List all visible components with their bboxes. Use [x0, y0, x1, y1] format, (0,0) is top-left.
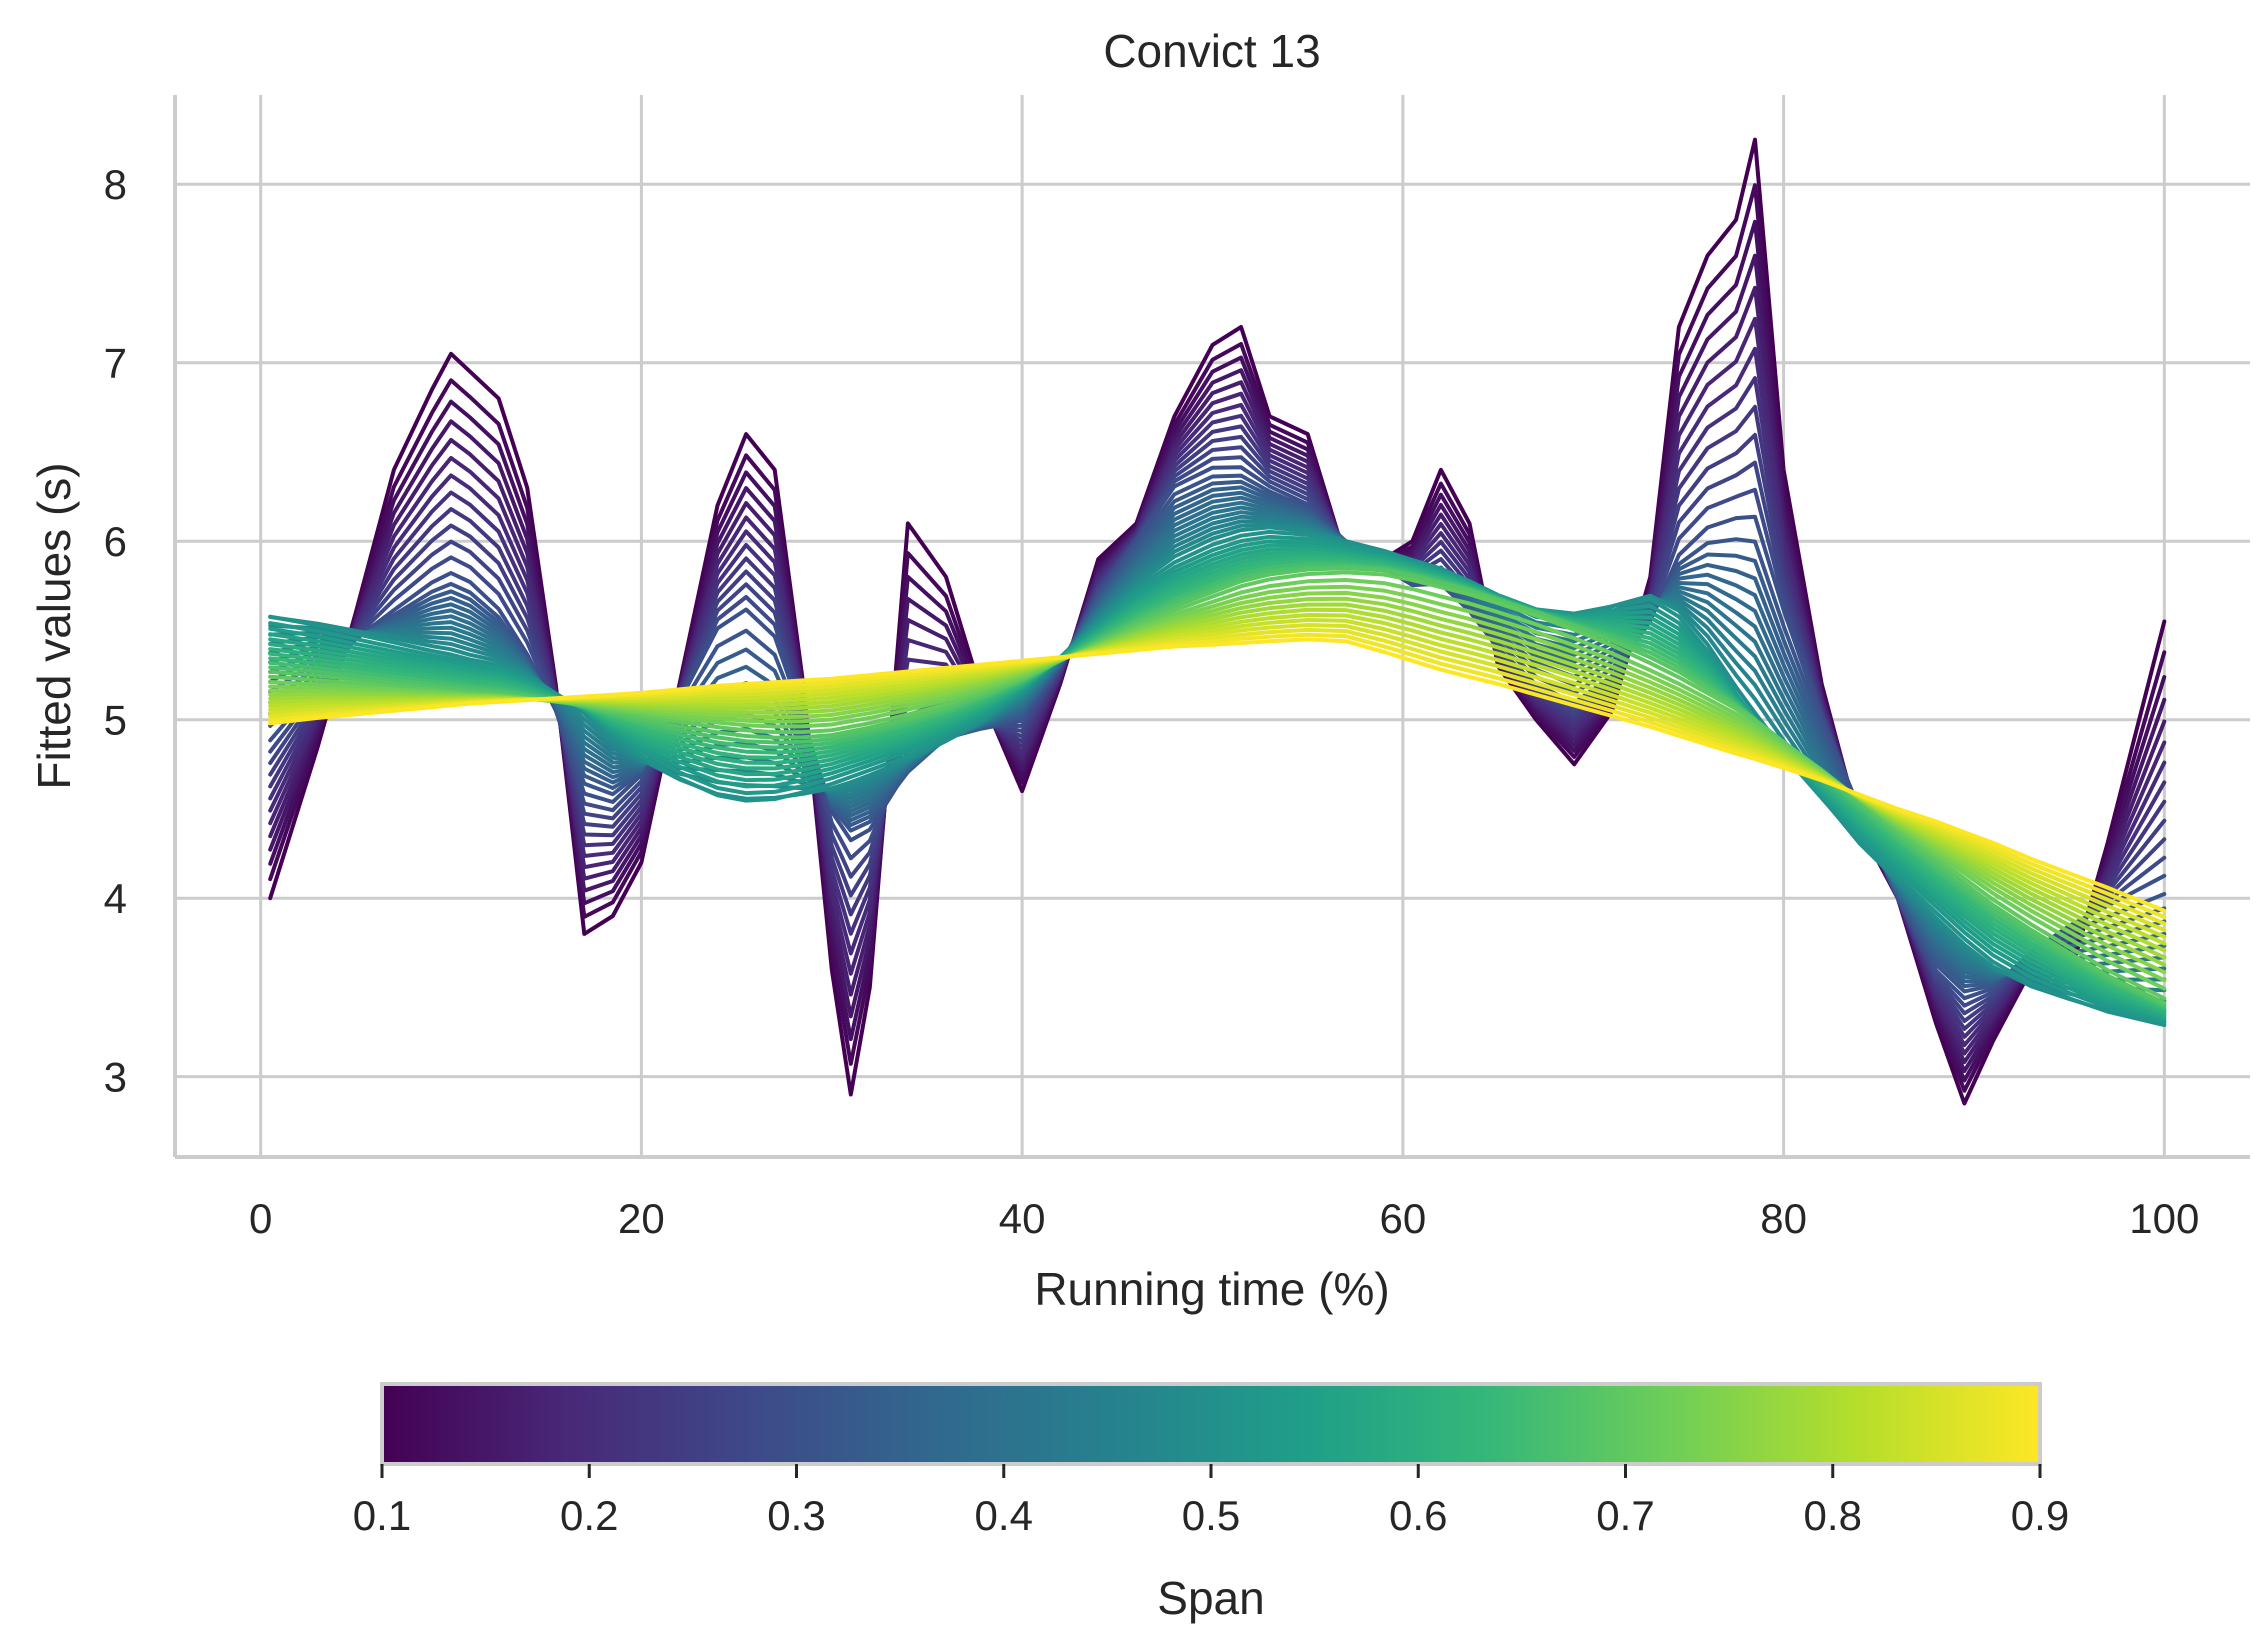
fitted-curve-span-0.394: [268, 500, 2167, 979]
colorbar-tick-label: 0.2: [560, 1492, 618, 1539]
fitted-curve-span-0.133: [268, 219, 2167, 1083]
colorbar-label: Span: [1157, 1572, 1264, 1624]
x-tick-label: 80: [1760, 1195, 1807, 1242]
colorbar-tick-label: 0.1: [353, 1492, 411, 1539]
y-tick-label: 3: [104, 1054, 127, 1101]
colorbar-tick-label: 0.5: [1182, 1492, 1240, 1539]
colorbar-ticks: 0.1 0.2 0.3 0.4 0.5 0.6 0.7 0.8 0.9: [353, 1464, 2069, 1539]
y-axis-ticks: 3 4 5 6 7 8: [104, 161, 127, 1100]
fitted-curve-span-0.280: [268, 455, 2167, 1008]
x-axis-label: Running time (%): [1034, 1263, 1389, 1315]
x-tick-label: 40: [999, 1195, 1046, 1242]
colorbar-tick-label: 0.8: [1804, 1492, 1862, 1539]
colorbar-tick-label: 0.9: [2011, 1492, 2069, 1539]
y-tick-label: 7: [104, 340, 127, 387]
fitted-curve-span-0.769: [268, 596, 2167, 967]
x-tick-label: 20: [618, 1195, 665, 1242]
fitted-curve-span-0.786: [268, 602, 2167, 960]
fitted-curve-span-0.900: [268, 637, 2167, 913]
colorbar-tick-label: 0.6: [1389, 1492, 1447, 1539]
x-tick-label: 100: [2129, 1195, 2199, 1242]
x-tick-label: 60: [1380, 1195, 1427, 1242]
fitted-curve-span-0.443: [268, 514, 2167, 993]
y-tick-label: 6: [104, 518, 127, 565]
y-tick-label: 4: [104, 875, 127, 922]
fitted-curve-span-0.410: [268, 505, 2167, 977]
colorbar: 0.1 0.2 0.3 0.4 0.5 0.6 0.7 0.8 0.9 Span: [353, 1382, 2069, 1624]
colorbar-tick-label: 0.4: [975, 1492, 1033, 1539]
y-axis-label: Fitted values (s): [28, 462, 80, 789]
fitted-curve-span-0.427: [268, 510, 2167, 982]
fitted-curve-span-0.296: [268, 465, 2167, 1001]
x-axis-ticks: 0 20 40 60 80 100: [249, 1195, 2199, 1242]
x-tick-label: 0: [249, 1195, 272, 1242]
axes-spines: [173, 95, 2250, 1159]
fitted-curve-span-0.476: [268, 522, 2167, 1014]
chart-title: Convict 13: [1103, 25, 1320, 77]
y-tick-label: 8: [104, 161, 127, 208]
y-tick-label: 5: [104, 697, 127, 744]
colorbar-gradient: [380, 1382, 2042, 1466]
fitted-curves: [268, 137, 2167, 1106]
colorbar-tick-label: 0.7: [1596, 1492, 1654, 1539]
fitted-curve-span-0.753: [268, 590, 2167, 975]
colorbar-tick-label: 0.3: [767, 1492, 825, 1539]
